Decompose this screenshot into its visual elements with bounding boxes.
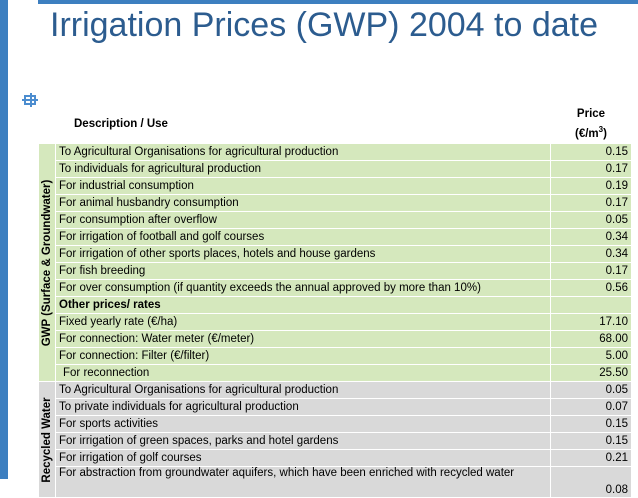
row-price: 0.07	[550, 398, 632, 416]
gwp-group-cell: GWP (Surface & Groundwater)	[38, 143, 56, 382]
row-description: To private individuals for agricultural …	[55, 398, 551, 416]
row-description: For industrial consumption	[55, 177, 551, 195]
description-column-header: Description / Use	[55, 104, 551, 144]
row-price: 0.17	[550, 194, 632, 212]
table-row: For over consumption (if quantity exceed…	[39, 279, 632, 297]
table-row: For consumption after overflow 0.05	[39, 211, 632, 229]
table-row: To private individuals for agricultural …	[39, 398, 632, 416]
gwp-group-label: GWP (Surface & Groundwater)	[41, 179, 53, 346]
row-price: 0.34	[550, 228, 632, 246]
table-header-row: Description / Use Price (€/m3)	[38, 104, 632, 144]
top-accent-bar	[38, 0, 638, 4]
row-price: 0.15	[550, 432, 632, 450]
table-row: GWP (Surface & Groundwater) To Agricultu…	[38, 143, 632, 382]
table-row: Other prices/ rates	[39, 296, 632, 314]
row-description: For irrigation of other sports places, h…	[55, 245, 551, 263]
row-price: 0.56	[550, 279, 632, 297]
left-accent-bar	[0, 0, 8, 479]
table-row: For irrigation of football and golf cour…	[39, 228, 632, 246]
table-row: For irrigation of green spaces, parks an…	[39, 432, 632, 450]
row-description: For connection: Filter (€/filter)	[55, 347, 551, 365]
row-price: 17.10	[550, 313, 632, 331]
row-price: 0.15	[550, 415, 632, 433]
row-price: 0.34	[550, 245, 632, 263]
row-price: 25.50	[550, 364, 632, 382]
table-row: For reconnection 25.50	[39, 364, 632, 382]
row-description: For reconnection	[55, 364, 551, 382]
row-description: To individuals for agricultural producti…	[55, 160, 551, 178]
row-price: 0.05	[550, 381, 632, 399]
row-subheading: Other prices/ rates	[55, 296, 551, 314]
row-description: For fish breeding	[55, 262, 551, 280]
table-row: For animal husbandry consumption 0.17	[39, 194, 632, 212]
recycled-group-label: Recycled Water	[41, 396, 53, 483]
crosshair-icon	[22, 93, 38, 107]
row-price: 0.17	[550, 160, 632, 178]
row-description: For sports activities	[55, 415, 551, 433]
row-price: 0.08	[550, 466, 632, 498]
row-description: For irrigation of golf courses	[55, 449, 551, 467]
row-price: 68.00	[550, 330, 632, 348]
row-price: 0.17	[550, 262, 632, 280]
table-row: For irrigation of golf courses 0.21	[39, 449, 632, 467]
price-column-header: Price (€/m3)	[550, 104, 632, 144]
row-description: To Agricultural Organisations for agricu…	[55, 381, 551, 399]
price-header-label: Price	[576, 108, 606, 121]
row-description: For over consumption (if quantity exceed…	[55, 279, 551, 297]
row-description: For irrigation of green spaces, parks an…	[55, 432, 551, 450]
table-row: For abstraction from groundwater aquifer…	[39, 466, 632, 498]
price-header-unit-close: )	[603, 127, 607, 140]
row-description: Fixed yearly rate (€/ha)	[55, 313, 551, 331]
row-description: For animal husbandry consumption	[55, 194, 551, 212]
slide-title: Irrigation Prices (GWP) 2004 to date	[50, 6, 599, 44]
table-row: For industrial consumption 0.19	[39, 177, 632, 195]
prices-table: Description / Use Price (€/m3) GWP (Surf…	[38, 104, 632, 498]
row-description: To Agricultural Organisations for agricu…	[55, 143, 551, 161]
row-price: 0.21	[550, 449, 632, 467]
price-header-unit-exponent: 3	[598, 125, 604, 135]
table-row: For sports activities 0.15	[39, 415, 632, 433]
header-blank-cell	[38, 104, 56, 144]
table-row: For connection: Filter (€/filter) 5.00	[39, 347, 632, 365]
table-row: For connection: Water meter (€/meter) 68…	[39, 330, 632, 348]
table-row: Recycled Water To Agricultural Organisat…	[38, 381, 632, 498]
row-description: For abstraction from groundwater aquifer…	[55, 466, 551, 498]
row-price: 0.19	[550, 177, 632, 195]
row-description: For connection: Water meter (€/meter)	[55, 330, 551, 348]
row-price: 0.15	[550, 143, 632, 161]
row-price	[550, 296, 632, 314]
table-row: For fish breeding 0.17	[39, 262, 632, 280]
row-description: For irrigation of football and golf cour…	[55, 228, 551, 246]
row-price: 0.05	[550, 211, 632, 229]
table-row: Fixed yearly rate (€/ha) 17.10	[39, 313, 632, 331]
row-price: 5.00	[550, 347, 632, 365]
price-header-unit: (€/m	[575, 127, 599, 140]
recycled-group-cell: Recycled Water	[38, 381, 56, 498]
row-description: For consumption after overflow	[55, 211, 551, 229]
table-row: To individuals for agricultural producti…	[39, 160, 632, 178]
table-row: For irrigation of other sports places, h…	[39, 245, 632, 263]
